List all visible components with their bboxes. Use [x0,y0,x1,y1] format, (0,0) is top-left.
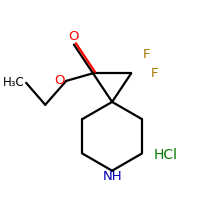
Text: H₃C: H₃C [2,76,24,89]
Text: O: O [69,30,79,43]
Text: O: O [54,74,64,87]
Text: HCl: HCl [154,148,178,162]
Text: F: F [150,67,158,80]
Text: NH: NH [102,170,122,183]
Text: F: F [143,48,150,61]
